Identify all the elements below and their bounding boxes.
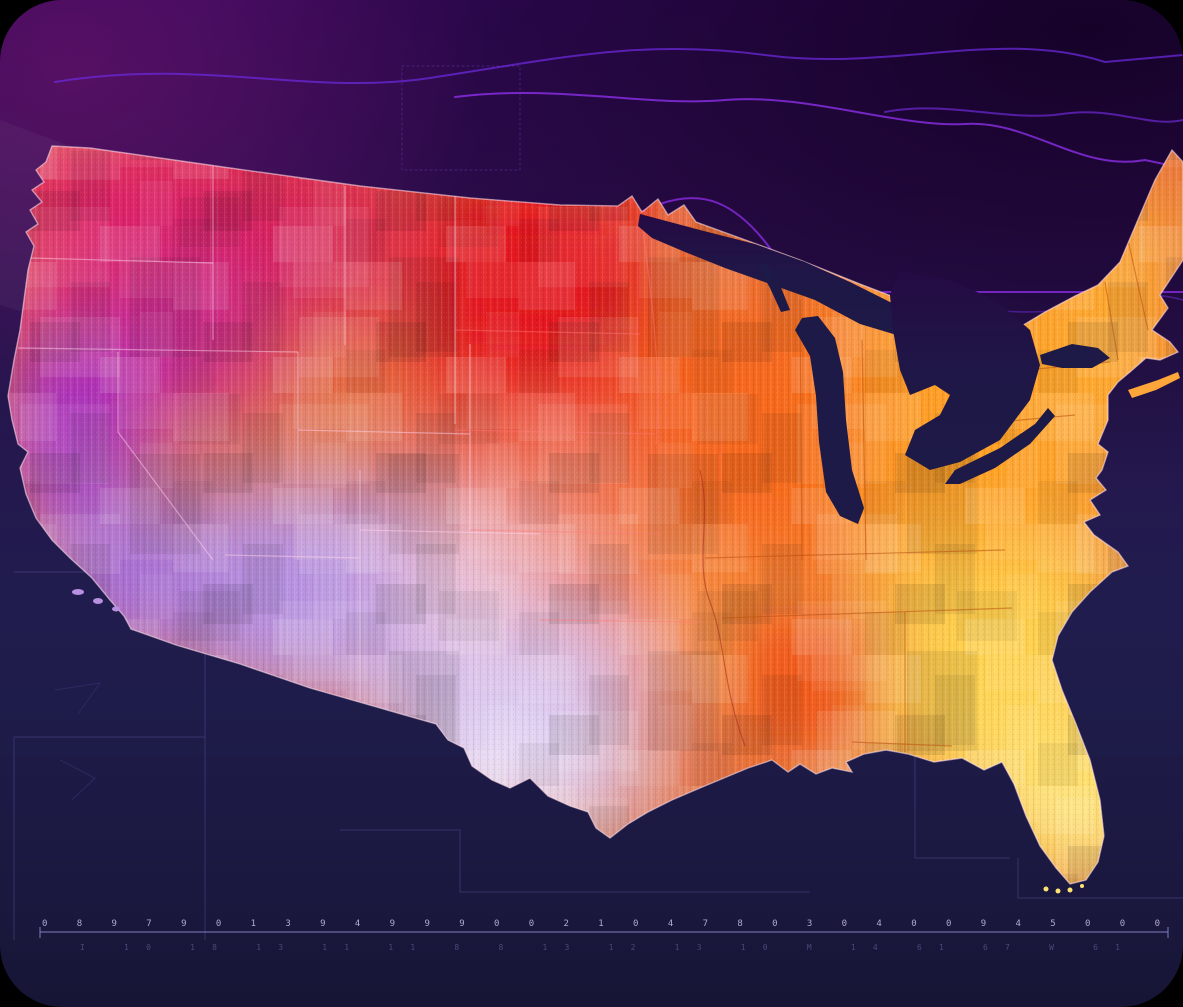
border-line <box>639 209 659 446</box>
lake-michigan <box>795 316 864 524</box>
border-line <box>29 257 214 264</box>
us-outline <box>7 145 1183 885</box>
border-line <box>1104 239 1149 361</box>
ruler-digits: 0 8 9 7 9 0 1 3 9 4 9 9 9 0 0 2 1 0 4 7 … <box>42 919 1160 929</box>
contour-line-right <box>884 107 1183 123</box>
islands <box>72 372 1180 894</box>
contour-line-top <box>54 47 1183 85</box>
state-borders-plains <box>454 209 701 623</box>
state-borders-west <box>17 152 541 700</box>
ocean-grid-line <box>340 829 810 893</box>
border-line <box>851 741 953 747</box>
mississippi-river <box>699 469 746 747</box>
contour-dotted-box <box>401 65 521 171</box>
border-line <box>539 619 701 623</box>
lake-erie <box>945 408 1055 484</box>
long-island <box>1128 372 1180 398</box>
border-line <box>117 352 214 561</box>
green-bay <box>758 262 790 312</box>
channel-island <box>72 589 84 595</box>
channel-island <box>93 598 103 604</box>
border-line <box>454 329 641 335</box>
ocean-grid-line <box>1017 858 1183 899</box>
border-line <box>721 607 1013 619</box>
florida-key <box>1067 887 1073 893</box>
channel-island <box>112 606 120 612</box>
lake-ontario <box>1040 344 1110 368</box>
florida-key <box>1043 886 1049 892</box>
border-line <box>224 470 361 700</box>
lake-huron-mass <box>890 270 1040 470</box>
florida-key <box>1055 888 1061 894</box>
border-line <box>704 549 1006 559</box>
contour-line-upper <box>454 91 1183 169</box>
border-line <box>469 529 661 535</box>
border-line <box>17 347 299 353</box>
ocean-chevrons <box>54 682 102 801</box>
florida-key <box>1080 884 1084 888</box>
border-line <box>799 299 867 561</box>
border-line <box>454 429 656 435</box>
lake-superior <box>638 214 950 336</box>
great-lakes <box>638 214 1110 524</box>
border-line <box>297 344 541 535</box>
